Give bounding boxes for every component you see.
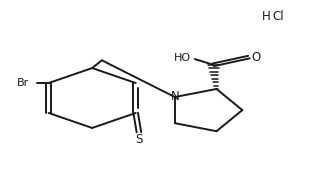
- Text: HO: HO: [174, 53, 191, 63]
- Text: Cl: Cl: [272, 10, 284, 23]
- Text: Br: Br: [17, 78, 29, 88]
- Text: O: O: [251, 51, 261, 64]
- Text: S: S: [135, 133, 143, 146]
- Text: H: H: [262, 10, 270, 23]
- Text: N: N: [170, 90, 179, 103]
